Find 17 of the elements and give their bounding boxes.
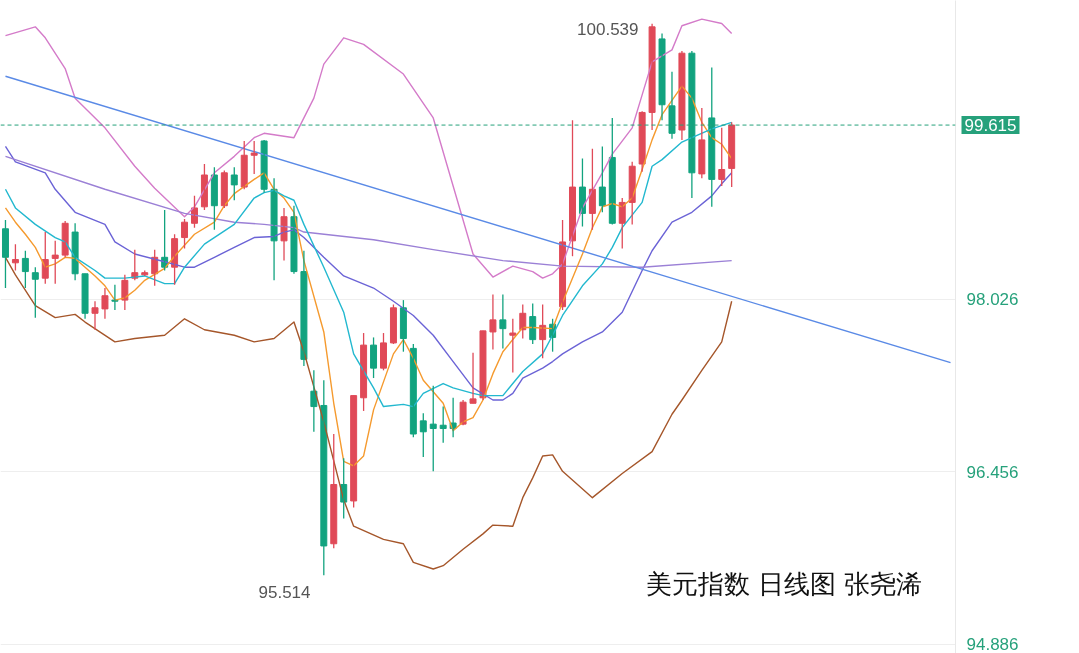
candlestick — [230, 166, 238, 201]
candlestick — [429, 385, 437, 472]
y-tick-label: 94.886 — [966, 635, 1019, 653]
candlestick — [509, 318, 517, 374]
line-series — [4, 18, 733, 279]
y-tick-label: 96.456 — [966, 462, 1019, 482]
line-series — [4, 85, 733, 467]
candlestick — [469, 352, 477, 404]
candlestick — [250, 140, 258, 175]
text: 美元指数 日线图 张尧浠 — [645, 568, 923, 599]
candlestick — [51, 240, 59, 285]
candlestick — [31, 266, 39, 319]
line-series — [4, 155, 733, 268]
y-tick-label: 98.026 — [966, 290, 1019, 310]
annotation: 100.539 — [577, 19, 639, 39]
ref-line-label: 99.615 — [964, 116, 1017, 136]
annotation: 95.514 — [258, 582, 311, 602]
